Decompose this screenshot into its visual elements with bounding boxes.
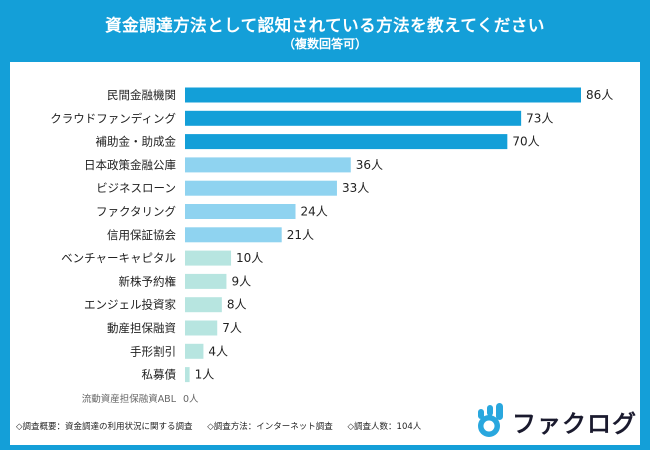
value-label: 10人 <box>236 251 263 265</box>
bar <box>185 134 508 150</box>
category-label: 手形割引 <box>130 344 176 358</box>
value-label: 8人 <box>227 298 247 312</box>
bar <box>185 227 282 243</box>
footnote-overview: ◇調査概要：資金調達の利用状況に関する調査 <box>16 422 193 432</box>
category-label: クラウドファンディング <box>50 111 176 125</box>
bar <box>185 204 296 219</box>
category-label: ベンチャーキャピタル <box>61 251 176 265</box>
value-label: 1人 <box>195 368 215 382</box>
value-label: 73人 <box>526 111 553 125</box>
value-label: 86人 <box>586 88 613 102</box>
category-label: エンジェル投資家 <box>84 298 176 312</box>
value-label: 24人 <box>301 205 328 219</box>
category-label: 動産担保融資 <box>107 321 176 335</box>
bar <box>185 180 337 196</box>
bar <box>185 250 232 266</box>
footnote-respondents: ◇調査人数：104人 <box>347 422 422 432</box>
value-label: 33人 <box>342 181 369 195</box>
category-label: 流動資産担保融資ABL <box>82 393 177 405</box>
category-label: 信用保証協会 <box>107 228 176 242</box>
value-label: 70人 <box>512 135 539 149</box>
value-label: 21人 <box>287 228 314 242</box>
chart-panel: 民間金融機関 86人クラウドファンディング 73人補助金・助成金 70人日本政策金融公… <box>10 62 640 445</box>
category-label: ファクタリング <box>96 205 177 219</box>
brand-name: ファクログ <box>512 410 637 438</box>
category-label: ビジネスローン <box>96 181 176 195</box>
category-label: 日本政策金融公庫 <box>84 158 176 172</box>
bar <box>185 367 190 383</box>
chart-subtitle: （複数回答可） <box>282 37 367 51</box>
bar <box>185 320 218 336</box>
category-label: 民間金融機関 <box>107 88 176 102</box>
category-label: 新株予約権 <box>119 274 177 288</box>
value-label: 4人 <box>208 344 228 358</box>
value-label: 9人 <box>231 274 251 288</box>
bar <box>185 297 222 313</box>
survey-footnote: ◇調査概要：資金調達の利用状況に関する調査 ◇調査方法：インターネット調査 ◇調… <box>16 420 433 432</box>
value-label: 7人 <box>222 321 242 335</box>
value-label: 0人 <box>183 394 199 405</box>
value-label: 36人 <box>356 158 383 172</box>
chart-title: 資金調達方法として認知されている方法を教えてください <box>105 16 545 35</box>
ok-hand-icon <box>478 403 503 437</box>
bar <box>185 273 227 289</box>
footnote-method: ◇調査方法：インターネット調査 <box>207 422 333 432</box>
bar <box>185 87 581 103</box>
category-label: 補助金・助成金 <box>96 135 177 149</box>
brand-logo: ファクログ <box>474 400 639 440</box>
bar <box>185 157 351 173</box>
bar <box>185 343 204 359</box>
bar <box>185 110 522 126</box>
chart-header: 資金調達方法として認知されている方法を教えてください （複数回答可） <box>0 0 650 62</box>
category-label: 私募債 <box>142 368 177 382</box>
